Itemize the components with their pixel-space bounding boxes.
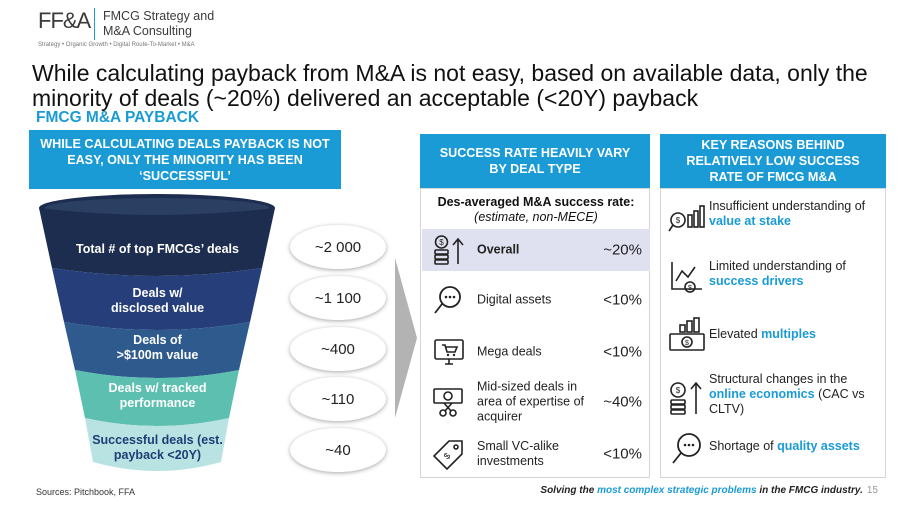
success-rate-header: SUCCESS RATE HEAVILY VARY BY DEAL TYPE — [420, 134, 650, 188]
slogan-accent: most complex strategic problems — [597, 485, 757, 496]
slogan-pre: Solving the — [540, 485, 598, 496]
funnel-segment-5 — [85, 418, 229, 471]
reason-text-bold: multiples — [761, 327, 816, 341]
success-row-label: Digital assets — [477, 292, 552, 307]
reason-text: Elevated multiples — [709, 327, 881, 342]
logo-divider — [94, 8, 95, 40]
reason-text: Shortage of quality assets — [709, 439, 881, 454]
funnel-value-3: ~400 — [290, 327, 386, 371]
reason-text-pre: Elevated — [709, 327, 762, 341]
success-rate-subtitle: (estimate, non-MECE) — [474, 210, 598, 224]
funnel-segment-3 — [64, 322, 250, 378]
success-row-value: ~40% — [603, 393, 642, 411]
search-dots-icon — [672, 433, 701, 464]
svg-text:$: $ — [439, 238, 444, 247]
reason-text-pre: Limited understanding of — [709, 259, 846, 273]
funnel-value-4: ~110 — [290, 377, 386, 421]
logo-mark: FF&A — [38, 8, 91, 33]
funnel-segment-2 — [52, 268, 262, 330]
slogan-post: in the FMCG industry. — [756, 485, 863, 496]
funnel-value-1: ~2 000 — [290, 225, 386, 269]
svg-text:$: $ — [676, 216, 681, 225]
success-row-mega: Mega deals <10% — [422, 331, 650, 373]
funnel-rim-inner — [45, 198, 269, 218]
success-rate-title: Des-averaged M&A success rate: — [437, 195, 635, 209]
logo-name-line1: FMCG Strategy and — [103, 9, 215, 23]
chevron-right-icon — [395, 258, 417, 418]
reason-text: Limited understanding of success drivers — [709, 259, 881, 289]
page-number: 15 — [866, 485, 878, 496]
reason-text-pre: Structural changes in the — [709, 372, 848, 386]
funnel-graphic — [39, 194, 275, 471]
monitor-cart-icon — [434, 339, 464, 365]
price-tag-icon: $ — [432, 440, 463, 470]
svg-text:$: $ — [442, 451, 453, 462]
reason-text-bold: success drivers — [709, 274, 804, 288]
funnel-label-5: Successful deals (est. payback <20Y) — [92, 433, 223, 462]
funnel-value-2: ~1 100 — [290, 276, 386, 320]
slide-subhead: FMCG M&A PAYBACK — [36, 109, 200, 126]
success-row-digital: Digital assets <10% — [422, 279, 650, 321]
banknote-bars-icon: $ — [669, 317, 705, 351]
sources-note: Sources: Pitchbook, FFA — [36, 487, 136, 497]
success-row-value: <10% — [603, 291, 642, 309]
success-row-value: <10% — [603, 343, 642, 361]
reason-text-pre: Insufficient understanding of — [709, 199, 866, 213]
funnel-header: WHILE CALCULATING DEALS PAYBACK IS NOT E… — [29, 130, 341, 189]
funnel-label-4: Deals w/ tracked performance — [108, 381, 207, 410]
svg-text:$: $ — [688, 285, 692, 292]
coins-growth-icon: $ — [434, 235, 464, 265]
success-row-label: Mega deals — [477, 344, 542, 359]
reason-text-bold: quality assets — [777, 439, 860, 453]
reason-text-bold: online economics — [709, 387, 815, 401]
reason-text-post: (CAC vs CLTV) — [709, 387, 865, 416]
company-logo: FF&A — [38, 8, 96, 38]
success-row-midsized: Mid-sized deals in area of expertise of … — [422, 376, 650, 428]
success-row-label: Mid-sized deals in area of expertise of … — [477, 379, 585, 424]
search-chat-icon — [434, 286, 461, 314]
svg-text:$: $ — [676, 386, 681, 395]
funnel-label-3: Deals of >$100m value — [116, 333, 199, 362]
reason-text-pre: Shortage of — [709, 439, 778, 453]
success-row-value: <10% — [603, 445, 642, 463]
success-rate-header-text: SUCCESS RATE HEAVILY VARY BY DEAL TYPE — [439, 146, 631, 176]
logo-company-name: FMCG Strategy and M&A Consulting — [103, 9, 233, 39]
success-row-label: Overall — [477, 242, 520, 257]
funnel-segment-1 — [39, 208, 275, 276]
success-row-label: Small VC-alike investments — [477, 439, 559, 468]
coins-arrow-icon: $ — [670, 381, 702, 415]
key-reasons-header-text: KEY REASONS BEHIND RELATIVELY LOW SUCCES… — [686, 138, 860, 184]
analytics-search-icon: $ — [668, 205, 705, 232]
funnel-label-2: Deals w/ disclosed value — [110, 286, 205, 315]
funnel-label-1: Total # of top FMCGs’ deals — [76, 242, 239, 256]
funnel-segment-4 — [75, 370, 239, 426]
key-reasons-header: KEY REASONS BEHIND RELATIVELY LOW SUCCES… — [660, 134, 886, 188]
success-row-vc: $ Small VC-alike investments <10% — [422, 433, 650, 475]
logo-tagline: Strategy • Organic Growth • Digital Rout… — [38, 42, 195, 48]
chart-dollar-icon: $ — [671, 262, 702, 293]
footer-slogan: Solving the most complex strategic probl… — [540, 485, 878, 496]
slide-headline: While calculating payback from M&A is no… — [32, 60, 868, 111]
reason-text: Insufficient understanding of value at s… — [709, 199, 881, 229]
logo-name-line2: M&A Consulting — [103, 24, 192, 38]
success-row-overall: $ Overall ~20% — [422, 229, 650, 271]
success-row-value: ~20% — [603, 241, 642, 259]
key-reasons-panel: $ Insufficient understanding of value at… — [660, 188, 886, 478]
deal-funnel: Total # of top FMCGs’ deals Deals w/ dis… — [20, 190, 295, 480]
reason-text-bold: value at stake — [709, 214, 791, 228]
money-scissors-icon — [433, 388, 463, 417]
reason-text: Structural changes in the online economi… — [709, 372, 881, 417]
funnel-value-5: ~40 — [290, 428, 386, 472]
success-rate-panel: Des-averaged M&A success rate: (estimate… — [420, 188, 650, 478]
svg-text:$: $ — [685, 340, 689, 347]
